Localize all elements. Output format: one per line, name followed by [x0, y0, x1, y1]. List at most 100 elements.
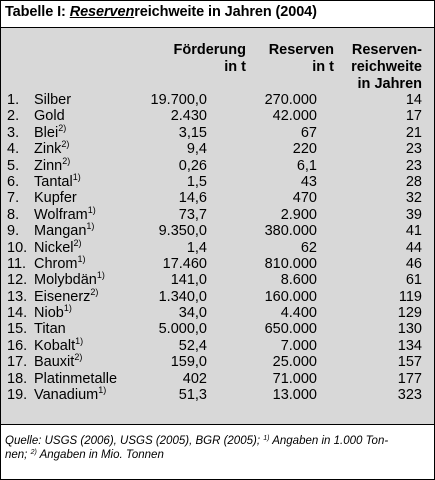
cell-reichweite: 119: [398, 288, 422, 305]
cell-reserven: 220: [292, 141, 317, 158]
element-name: Kupfer: [34, 190, 77, 206]
table-row: 8. Wolfram1) 73,7 2.900 39: [1, 205, 434, 223]
element-name-text: Chrom: [34, 255, 78, 272]
cell-reserven: 7.000: [280, 337, 317, 354]
cell-reserven: 13.000: [272, 387, 317, 404]
cell-reichweite: 134: [397, 337, 422, 354]
cell-reichweite: 323: [397, 387, 422, 404]
row-number: 2.: [7, 108, 20, 125]
cell-foerderung: 9,4: [186, 141, 207, 158]
cell-foerderung: 9.350,0: [158, 223, 207, 240]
element-name-text: Mangan: [34, 223, 87, 240]
row-number: 17.: [7, 354, 28, 371]
element-name: Gold: [34, 108, 65, 124]
footnote-ref: 2): [62, 155, 71, 166]
cell-foerderung: 141,0: [170, 272, 207, 289]
header-reichweite-line1: Reserven-: [351, 42, 422, 58]
element-name-text: Zinn: [34, 157, 63, 174]
cell-foerderung: 1.340,0: [158, 288, 207, 305]
cell-foerderung: 0,26: [178, 157, 207, 174]
table-row: 7. Kupfer 14,6 470 32: [1, 190, 434, 206]
row-number: 7.: [7, 190, 20, 207]
element-name-text: Silber: [34, 92, 72, 108]
cell-reichweite: 14: [405, 92, 422, 108]
element-name: Niob1): [34, 304, 72, 322]
cell-reserven: 43: [300, 173, 317, 190]
footnote-ref: 2): [90, 286, 99, 297]
cell-foerderung: 17.460: [162, 255, 207, 272]
cell-reserven: 6,1: [296, 157, 317, 174]
cell-reserven: 2.900: [280, 206, 317, 223]
cell-reichweite: 61: [405, 272, 422, 289]
table-row: 15. Titan 5.000,0 650.000 130: [1, 321, 434, 337]
element-name-text: Bauxit: [34, 354, 75, 371]
element-name-text: Kobalt: [34, 337, 76, 354]
element-name-text: Wolfram: [34, 206, 88, 223]
element-name-text: Vanadium: [34, 387, 99, 404]
table-body: 1. Silber 19.700,0 270.000 14 2. Gold 2.430 42.0…: [1, 92, 434, 403]
table-row: 2. Gold 2.430 42.000 17: [1, 108, 434, 124]
table-row: 6. Tantal1) 1,5 43 28: [1, 171, 434, 190]
row-number: 14.: [7, 305, 28, 322]
footnote-ref: 2): [61, 139, 70, 150]
cell-reserven: 67: [300, 124, 317, 141]
element-name: Silber: [34, 92, 71, 108]
footnote-note-2: Angaben in Mio. Tonnen: [36, 449, 164, 461]
element-name-text: Tantal: [34, 173, 73, 190]
header-foerderung: Förderung in t: [174, 42, 247, 76]
cell-foerderung: 51,3: [178, 387, 207, 404]
cell-reserven: 62: [300, 239, 317, 256]
table-row: 12. Molybdän1) 141,0 8.600 61: [1, 271, 434, 289]
table-row: 13. Eisenerz2) 1.340,0 160.000 119: [1, 286, 434, 305]
row-number: 12.: [7, 272, 28, 289]
cell-reserven: 270.000: [264, 92, 317, 108]
element-name-text: Gold: [34, 108, 65, 125]
row-number: 10.: [7, 239, 28, 256]
cell-reserven: 4.400: [280, 305, 317, 322]
footnote-ref: 2): [58, 122, 67, 133]
cell-reichweite: 23: [405, 141, 422, 158]
footnote-marker-1: 1): [263, 435, 270, 442]
cell-reserven: 810.000: [264, 255, 317, 272]
title-suffix: reichweite in Jahren (2004): [134, 4, 317, 20]
header-reichweite: Reserven- reichweite in Jahren: [351, 42, 422, 93]
element-name-text: Kupfer: [34, 190, 77, 207]
cell-reserven: 8.600: [280, 272, 317, 289]
row-number: 3.: [7, 124, 20, 141]
cell-reichweite: 44: [405, 239, 422, 256]
header-foerderung-line2: in t: [224, 59, 246, 75]
cell-foerderung: 14,6: [178, 190, 207, 207]
cell-reserven: 380.000: [264, 223, 317, 240]
cell-reichweite: 23: [405, 157, 422, 174]
cell-reichweite: 32: [405, 190, 422, 207]
row-number: 5.: [7, 157, 20, 174]
element-name-text: Zink: [34, 141, 62, 158]
row-number: 6.: [7, 173, 20, 190]
element-name-text: Blei: [34, 124, 59, 141]
element-name: Blei2): [34, 122, 67, 141]
element-name-text: Titan: [34, 321, 66, 338]
table-row: 9. Mangan1) 9.350,0 380.000 41: [1, 222, 434, 240]
header-foerderung-line1: Förderung: [173, 42, 247, 58]
header-reichweite-line2: reichweite: [351, 59, 422, 75]
cell-reserven: 650.000: [264, 321, 317, 338]
element-name-text: Platinmetalle: [34, 370, 118, 387]
table-row: 5. Zinn2) 0,26 6,1 23: [1, 155, 434, 174]
cell-reserven: 25.000: [272, 354, 317, 371]
cell-reserven: 42.000: [272, 108, 317, 125]
row-number: 18.: [7, 370, 28, 387]
table-row: 4. Zink2) 9,4 220 23: [1, 139, 434, 158]
cell-foerderung: 19.700,0: [150, 92, 207, 108]
element-name: Zink2): [34, 139, 70, 158]
cell-foerderung: 73,7: [178, 206, 207, 223]
row-number: 4.: [7, 141, 20, 158]
title-emphasis: Reserven: [69, 4, 135, 20]
element-name: Titan: [34, 321, 66, 337]
header-reserven-line1: Reserven: [268, 42, 334, 58]
element-name-text: Niob: [34, 305, 64, 322]
table-row: 17. Bauxit2) 159,0 25.000 157: [1, 353, 434, 371]
footnote-ref: 1): [72, 171, 81, 182]
element-name: Bauxit2): [34, 353, 82, 371]
table-row: 3. Blei2) 3,15 67 21: [1, 122, 434, 141]
table-row: 19. Vanadium1) 51,3 13.000 323: [1, 386, 434, 404]
